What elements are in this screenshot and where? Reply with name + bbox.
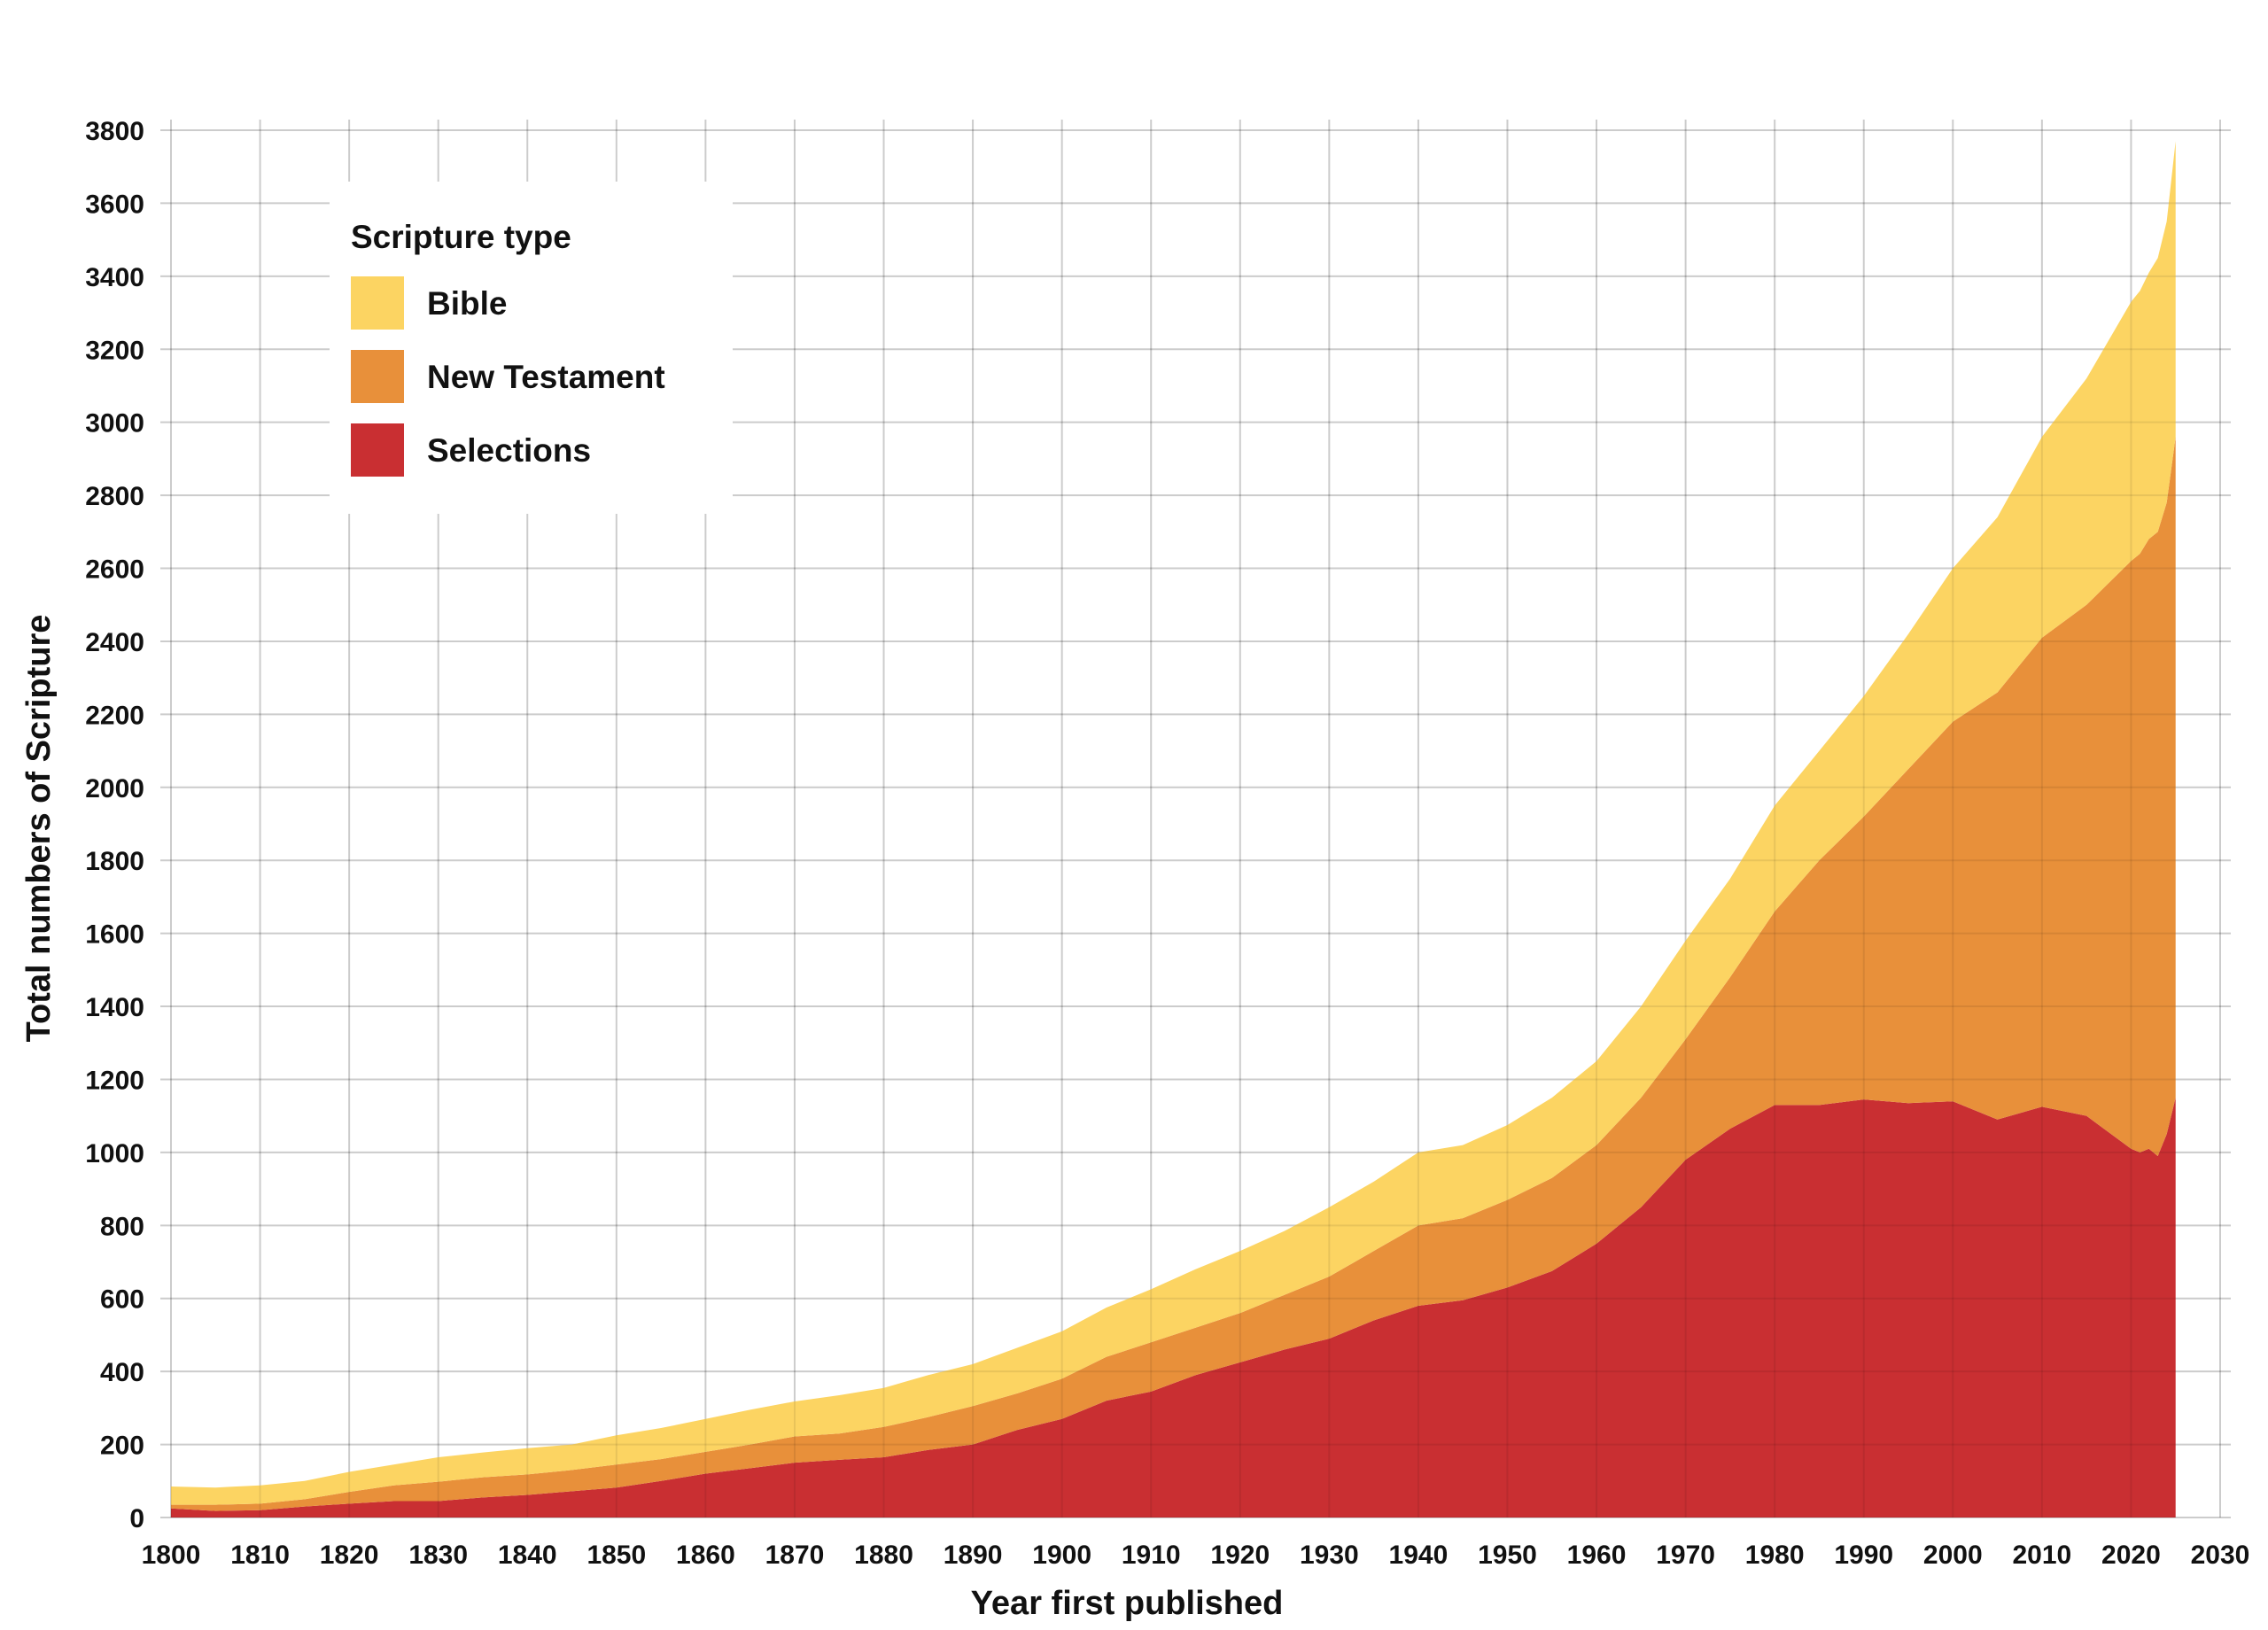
y-tick-label: 1800: [85, 847, 144, 876]
legend-swatch: [351, 350, 404, 403]
legend-swatch: [351, 276, 404, 330]
legend-label: New Testament: [427, 359, 665, 395]
x-tick-label: 1990: [1834, 1541, 1893, 1570]
legend-label: Bible: [427, 285, 507, 322]
y-tick-label: 3600: [85, 190, 144, 219]
y-axis-ticks: 0 200 400 600 800 1000 1200 1400 1600 1800 2000 220…: [85, 117, 144, 1533]
x-tick-label: 1870: [765, 1541, 825, 1570]
x-tick-label: 1880: [854, 1541, 913, 1570]
area-new-testament: [171, 437, 2176, 1511]
y-tick-label: 2600: [85, 555, 144, 585]
y-tick-label: 1200: [85, 1066, 144, 1095]
x-tick-label: 1840: [498, 1541, 557, 1570]
area-bible: [171, 141, 2176, 1505]
legend: Scripture type Bible New Testament Selecti…: [330, 182, 733, 514]
x-tick-label: 1850: [586, 1541, 646, 1570]
x-tick-label: 1810: [230, 1541, 290, 1570]
y-tick-label: 2800: [85, 482, 144, 511]
y-tick-label: 1400: [85, 993, 144, 1022]
y-tick-label: 3800: [85, 117, 144, 146]
y-tick-label: 3200: [85, 336, 144, 365]
legend-swatch: [351, 423, 404, 477]
x-tick-label: 2010: [2012, 1541, 2071, 1570]
y-tick-label: 2400: [85, 628, 144, 657]
y-tick-label: 2200: [85, 701, 144, 730]
y-tick-label: 1600: [85, 920, 144, 950]
x-tick-label: 1800: [142, 1541, 201, 1570]
x-tick-label: 2030: [2191, 1541, 2250, 1570]
x-tick-label: 1900: [1032, 1541, 1091, 1570]
x-tick-label: 1930: [1300, 1541, 1359, 1570]
y-tick-label: 800: [100, 1212, 144, 1241]
y-tick-label: 200: [100, 1432, 144, 1461]
y-axis-title: Total numbers of Scripture: [20, 615, 58, 1043]
x-tick-label: 1820: [320, 1541, 379, 1570]
y-tick-label: 2000: [85, 774, 144, 803]
areas: [171, 141, 2176, 1517]
x-tick-label: 1890: [944, 1541, 1003, 1570]
y-tick-label: 0: [129, 1504, 144, 1533]
x-tick-label: 1920: [1210, 1541, 1270, 1570]
x-tick-label: 1910: [1122, 1541, 1181, 1570]
y-tick-label: 1000: [85, 1139, 144, 1168]
x-tick-label: 1980: [1745, 1541, 1805, 1570]
x-tick-label: 1970: [1656, 1541, 1715, 1570]
x-axis-ticks: 1800 1810 1820 1830 1840 1850 1860 1870 1880 1890…: [142, 1541, 2250, 1570]
y-tick-label: 3400: [85, 263, 144, 292]
legend-title: Scripture type: [351, 219, 571, 255]
y-tick-label: 600: [100, 1285, 144, 1315]
x-tick-label: 1860: [676, 1541, 735, 1570]
x-tick-label: 1830: [408, 1541, 468, 1570]
area-selections: [171, 1098, 2176, 1517]
y-tick-label: 3000: [85, 409, 144, 439]
x-tick-label: 2000: [1923, 1541, 1983, 1570]
legend-label: Selections: [427, 432, 591, 469]
x-axis-title: Year first published: [971, 1585, 1284, 1622]
x-tick-label: 1940: [1389, 1541, 1449, 1570]
x-tick-label: 1960: [1567, 1541, 1627, 1570]
y-tick-label: 400: [100, 1358, 144, 1387]
x-tick-label: 2020: [2101, 1541, 2161, 1570]
x-tick-label: 1950: [1478, 1541, 1537, 1570]
